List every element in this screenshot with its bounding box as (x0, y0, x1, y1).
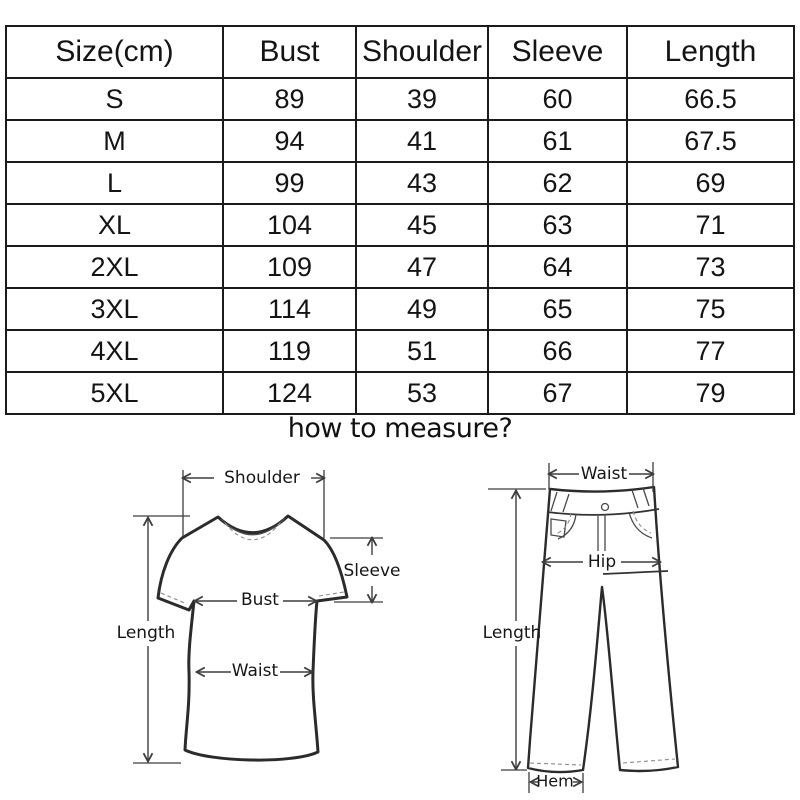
sleeve-cell: 62 (487, 161, 628, 205)
tshirt-sleeve-stitch-right (318, 591, 345, 597)
bust-cell: 89 (222, 77, 357, 121)
bust-cell: 94 (222, 119, 357, 163)
size-cell: 4XL (5, 329, 224, 373)
table-row: 5XL 124 53 67 79 (5, 371, 795, 415)
tshirt-outline (156, 514, 349, 762)
pants-button (600, 502, 610, 512)
pants-watch-pocket (550, 518, 567, 538)
sleeve-cell: 65 (487, 287, 628, 331)
tshirt-collar-stitch (224, 521, 282, 541)
shoulder-cell: 41 (355, 119, 489, 163)
table-row: 4XL 119 51 66 77 (5, 329, 795, 373)
shoulder-cell: 45 (355, 203, 489, 247)
shirt-waist-measure: Waist (197, 661, 312, 681)
length-cell: 77 (626, 329, 795, 373)
col-header-length: Length (626, 25, 795, 79)
pants-pocket-left (557, 513, 577, 540)
shoulder-cell: 49 (355, 287, 489, 331)
shoulder-cell: 47 (355, 245, 489, 289)
sleeve-cell: 60 (487, 77, 628, 121)
table-row: M 94 41 61 67.5 (5, 119, 795, 163)
pants-belt-loop-right (631, 487, 650, 509)
pants-length-measure: Length (483, 488, 546, 770)
shirt-sleeve-measure: Sleeve (330, 538, 400, 602)
length-cell: 71 (626, 203, 795, 247)
bust-cell: 119 (222, 329, 357, 373)
pants-pocket-right (628, 511, 653, 539)
pants-hem-measure: Hem (528, 772, 584, 793)
size-chart-table: Size(cm) Bust Shoulder Sleeve Length S 8… (5, 25, 795, 415)
col-header-sleeve: Sleeve (487, 25, 628, 79)
size-cell: M (5, 119, 224, 163)
sleeve-cell: 66 (487, 329, 628, 373)
bust-cell: 124 (222, 371, 357, 415)
shoulder-cell: 39 (355, 77, 489, 121)
pants-waistband-line (546, 508, 660, 516)
shirt-bust-measure: Bust (195, 590, 316, 610)
measure-section-title: how to measure? (287, 413, 513, 444)
shirt-length-measure: Length (117, 515, 190, 764)
size-cell: L (5, 161, 224, 205)
pants-waist-label: Waist (581, 464, 628, 484)
shirt-shoulder-measure: Shoulder (183, 468, 324, 538)
shirt-length-label: Length (117, 623, 176, 643)
tshirt-collar-line (220, 517, 286, 536)
shoulder-cell: 43 (355, 161, 489, 205)
pants-hem-tick-lines (528, 772, 584, 793)
shirt-bust-label: Bust (241, 590, 279, 610)
pants-diagram: Waist Hip Length Hem (483, 462, 680, 793)
table-row: 2XL 109 47 64 73 (5, 245, 795, 289)
pants-fly-lines (597, 514, 606, 551)
length-cell: 67.5 (626, 119, 795, 163)
pants-hem-stitch-right (622, 758, 676, 764)
tshirt-diagram: Shoulder Sleeve Bust Waist (117, 468, 400, 764)
pants-hem-stitch-left (529, 762, 582, 766)
shirt-sleeve-label: Sleeve (344, 561, 401, 581)
pants-hem-label: Hem (536, 772, 573, 791)
pants-pocket-left-stitch (555, 512, 572, 535)
length-cell: 66.5 (626, 77, 795, 121)
length-cell: 79 (626, 371, 795, 415)
col-header-size: Size(cm) (5, 25, 224, 79)
table-row: S 89 39 60 66.5 (5, 77, 795, 121)
table-row: 3XL 114 49 65 75 (5, 287, 795, 331)
pants-waist-measure: Waist (549, 462, 653, 492)
pants-belt-loop-left (550, 491, 570, 513)
bust-cell: 109 (222, 245, 357, 289)
pants-pocket-right-stitch (632, 510, 652, 534)
tshirt-sleeve-stitch-left (160, 592, 188, 605)
shoulder-cell: 53 (355, 371, 489, 415)
pants-hip-label: Hip (588, 552, 616, 572)
size-cell: XL (5, 203, 224, 247)
shoulder-cell: 51 (355, 329, 489, 373)
how-to-measure-diagram: Shoulder Sleeve Bust Waist (117, 462, 680, 793)
pants-outline (526, 485, 680, 774)
size-cell: 2XL (5, 245, 224, 289)
bust-cell: 99 (222, 161, 357, 205)
col-header-bust: Bust (222, 25, 357, 79)
sleeve-cell: 67 (487, 371, 628, 415)
header-row: Size(cm) Bust Shoulder Sleeve Length (5, 25, 795, 79)
size-cell: 5XL (5, 371, 224, 415)
pants-hip-measure: Hip (543, 552, 660, 572)
shirt-waist-label: Waist (232, 661, 279, 681)
length-cell: 75 (626, 287, 795, 331)
sleeve-cell: 64 (487, 245, 628, 289)
pants-length-label: Length (483, 623, 542, 643)
bust-cell: 114 (222, 287, 357, 331)
sleeve-cell: 63 (487, 203, 628, 247)
length-cell: 73 (626, 245, 795, 289)
shirt-length-tick-lines (133, 515, 190, 764)
col-header-shoulder: Shoulder (355, 25, 489, 79)
table-row: XL 104 45 63 71 (5, 203, 795, 247)
length-cell: 69 (626, 161, 795, 205)
shirt-shoulder-label: Shoulder (224, 468, 300, 488)
size-cell: S (5, 77, 224, 121)
table-row: L 99 43 62 69 (5, 161, 795, 205)
pants-hip-seam-line (602, 570, 669, 575)
bust-cell: 104 (222, 203, 357, 247)
size-cell: 3XL (5, 287, 224, 331)
sleeve-cell: 61 (487, 119, 628, 163)
